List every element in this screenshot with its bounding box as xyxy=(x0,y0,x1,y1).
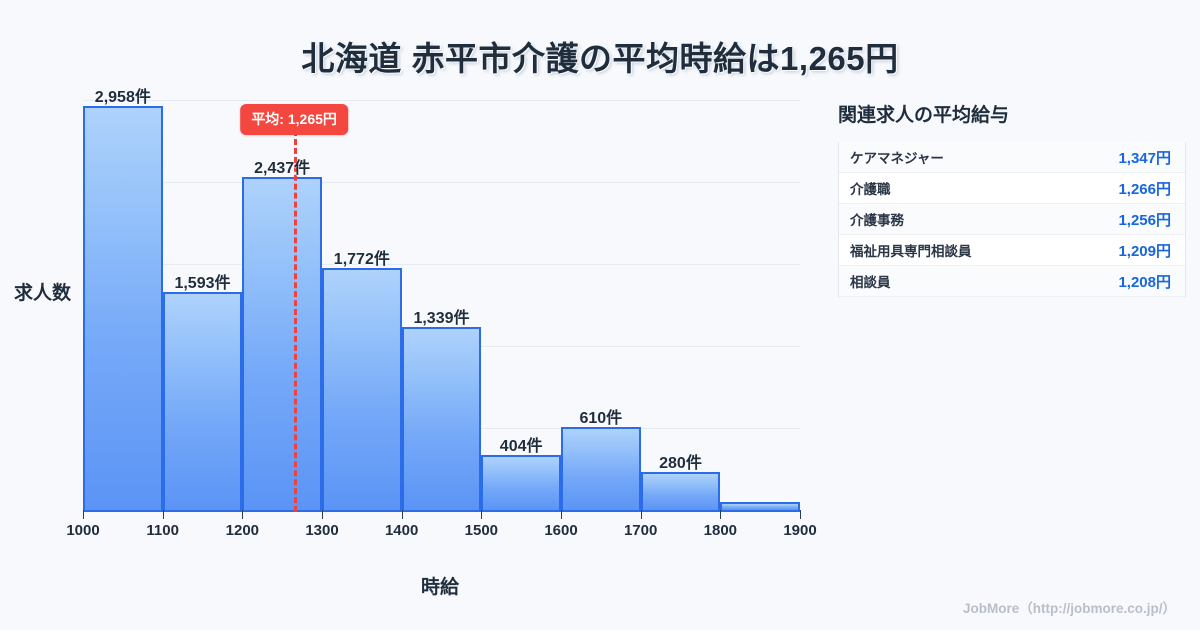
average-badge: 平均: 1,265円 xyxy=(240,104,348,135)
average-wage-cell: 1,266円 xyxy=(1118,180,1171,198)
page-title: 北海道 赤平市介護の平均時給は1,265円 xyxy=(301,40,899,77)
bar-value-label: 610件 xyxy=(579,409,623,427)
x-tick-label: 1500 xyxy=(464,522,499,539)
footer-watermark: JobMore（http://jobmore.co.jp/） xyxy=(963,601,1176,616)
x-tick-mark xyxy=(401,510,403,519)
x-axis-label: 時給 xyxy=(420,577,459,598)
plot-area xyxy=(83,100,800,511)
bar-value-label: 1,339件 xyxy=(413,310,470,327)
x-tick-label: 1700 xyxy=(623,522,658,539)
bar-value-label: 280件 xyxy=(659,454,702,472)
bar-value-label: 404件 xyxy=(499,437,543,455)
related-salary-table: ケアマネジャー 1,347円介護職 1,266円介護事務 1,256円福祉用具専門相談… xyxy=(838,142,1186,297)
bar xyxy=(322,267,402,510)
bar xyxy=(720,502,800,510)
related-salary-panel: 関連求人の平均給与 ケアマネジャー 1,347円介護職 1,266円介護事務 1,25… xyxy=(838,100,1186,297)
average-wage-cell: 1,347円 xyxy=(1118,149,1171,167)
histogram-chart: 1000 1100 1200 1300 1400 1500 1600 1700 1800 1900… xyxy=(14,88,817,598)
job-title-cell: 福祉用具専門相談員 xyxy=(850,244,972,259)
bar xyxy=(242,176,322,510)
gridline xyxy=(83,100,800,101)
x-tick-mark xyxy=(322,510,323,519)
x-tick-label: 1400 xyxy=(384,522,419,539)
bar-value-label: 2,958件 xyxy=(94,88,151,106)
related-salary-heading: 関連求人の平均給与 xyxy=(838,105,1010,126)
x-tick-label: 1300 xyxy=(305,522,339,539)
gridline xyxy=(83,182,800,183)
average-wage-cell: 1,256円 xyxy=(1118,211,1171,229)
bar xyxy=(481,454,561,510)
average-line xyxy=(294,130,298,512)
x-tick-mark xyxy=(162,510,164,519)
x-tick-mark xyxy=(561,510,562,519)
table-row[interactable]: ケアマネジャー 1,347円 xyxy=(839,142,1185,173)
x-axis-line xyxy=(83,510,800,512)
x-tick-label: 1900 xyxy=(783,522,817,539)
x-tick-label: 1000 xyxy=(66,522,100,539)
x-tick-mark xyxy=(640,510,642,519)
job-title-cell: ケアマネジャー xyxy=(850,151,944,166)
bar-value-label: 2,437件 xyxy=(254,159,311,177)
gridline xyxy=(83,264,800,265)
job-title-cell: 介護職 xyxy=(850,182,891,197)
table-row[interactable]: 介護職 1,266円 xyxy=(839,173,1185,204)
bar-value-label: 1,772件 xyxy=(333,250,390,268)
x-tick-mark xyxy=(242,510,244,519)
bar xyxy=(83,105,163,510)
x-tick-mark xyxy=(83,510,84,519)
bar xyxy=(162,292,243,510)
bar xyxy=(561,426,641,510)
x-tick-label: 1100 xyxy=(146,522,179,539)
bar xyxy=(401,327,482,510)
table-row[interactable]: 介護事務 1,256円 xyxy=(839,204,1185,235)
x-tick-label: 1800 xyxy=(703,522,738,539)
bar xyxy=(640,471,721,510)
x-tick-label: 1600 xyxy=(544,522,578,539)
x-tick-mark xyxy=(481,510,483,519)
x-tick-mark xyxy=(800,510,801,519)
average-wage-cell: 1,208円 xyxy=(1118,273,1171,291)
y-axis-label: 求人数 xyxy=(14,283,72,304)
job-title-cell: 相談員 xyxy=(850,275,891,290)
average-wage-cell: 1,209円 xyxy=(1118,242,1171,260)
bar-value-label: 1,593件 xyxy=(174,275,231,293)
table-row[interactable]: 福祉用具専門相談員 1,209円 xyxy=(839,235,1185,266)
x-tick-label: 1200 xyxy=(225,522,260,539)
x-tick-mark xyxy=(720,510,722,519)
table-row[interactable]: 相談員 1,208円 xyxy=(839,266,1185,297)
job-title-cell: 介護事務 xyxy=(850,213,904,228)
